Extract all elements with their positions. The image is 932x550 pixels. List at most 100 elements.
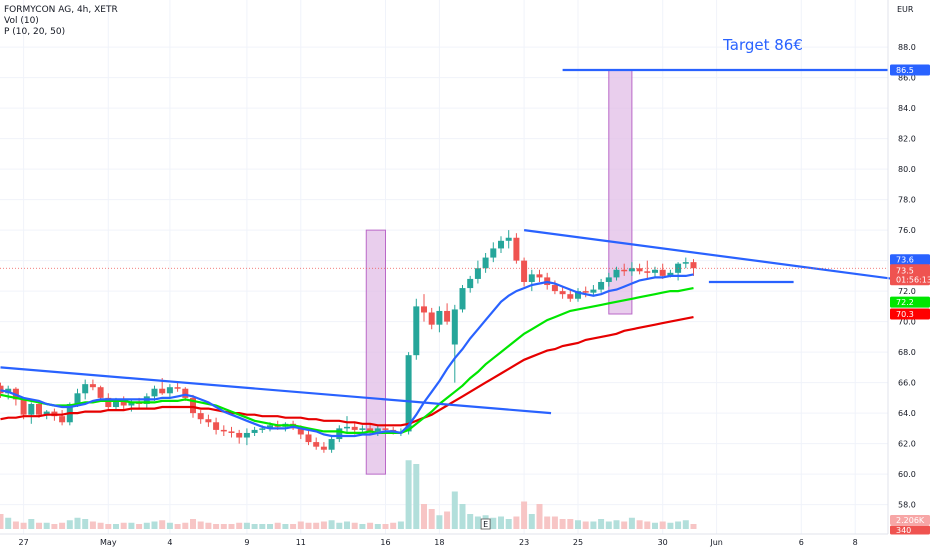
ma50-price-tag-bg [890, 308, 930, 320]
volume-bar [590, 521, 597, 529]
trendline [0, 366, 552, 415]
candle-body [359, 428, 366, 430]
volume-bar [582, 521, 589, 529]
price-tick-label: 80.0 [898, 165, 916, 174]
ma20-price-tag-bg [890, 296, 930, 308]
candle-body [490, 248, 497, 258]
volume-bar [513, 516, 520, 529]
volume-bar [251, 524, 258, 529]
volume-bar [675, 521, 682, 529]
ma20-line [0, 287, 694, 434]
volume-bar [259, 524, 266, 529]
volume-bar [28, 519, 35, 529]
candle-body [336, 428, 343, 440]
candle-body [197, 413, 204, 420]
candle-body [513, 237, 520, 261]
volume-bar [359, 524, 366, 529]
volume-bar [159, 520, 166, 529]
volume-bar [436, 515, 443, 529]
volume-bar [20, 522, 27, 529]
grid [0, 0, 888, 534]
volume-bar [5, 517, 12, 529]
symbol-header[interactable]: FORMYCON AG, 4h, XETR [4, 5, 118, 15]
volume-bar [405, 460, 412, 529]
ma50-line [0, 316, 694, 427]
volume-bar [297, 521, 304, 529]
candle-body [313, 442, 320, 447]
candle-body [166, 387, 173, 394]
candle-body [59, 416, 66, 423]
price-tick-label: 76.0 [898, 226, 916, 235]
candle-body [159, 388, 166, 394]
volume-bar [474, 516, 481, 529]
volume-bar [74, 517, 81, 529]
candle-body [690, 262, 697, 269]
trendline-price-tag: 73.6 [896, 256, 914, 265]
volume-bar [628, 517, 635, 529]
price-tick-label: 60.0 [898, 470, 916, 479]
candle-body [667, 272, 674, 276]
candle-body [682, 262, 689, 264]
candle-body [559, 291, 566, 295]
time-tick-label: 9 [244, 538, 249, 547]
price-tick-label: 72.0 [898, 287, 916, 296]
target-price-tag-bg [890, 64, 930, 76]
candle-body [413, 306, 420, 356]
volume-bar [190, 519, 196, 529]
candle-body [382, 428, 389, 430]
volume-bar [382, 524, 389, 529]
volume-bar [390, 522, 397, 529]
volume-value-tag: 2.206K [896, 516, 925, 525]
volume-bar [182, 522, 189, 529]
candle-body [243, 432, 250, 438]
candle-body [528, 274, 535, 282]
candle-body [43, 411, 50, 415]
volume-bar [220, 524, 227, 529]
ma-indicator-label[interactable]: P (10, 20, 50) [4, 27, 66, 37]
earnings-marker-label: E [483, 520, 488, 529]
volume-indicator-label[interactable]: Vol (10) [4, 16, 39, 26]
volume-bar [243, 522, 250, 529]
volume-bar [621, 521, 628, 529]
price-tick-label: 68.0 [898, 348, 916, 357]
moving-averages [0, 273, 694, 438]
price-tick-label: 66.0 [898, 379, 916, 388]
volume-bar [97, 522, 104, 529]
earnings-marker [480, 518, 491, 530]
candle-body [151, 388, 158, 397]
candle-body [82, 384, 89, 394]
volume-bar [374, 524, 381, 529]
candle-body [228, 431, 235, 433]
volume-bar [521, 501, 528, 529]
volume-bar [313, 522, 320, 529]
volume-bar [351, 522, 358, 529]
volume-bar [305, 522, 312, 529]
candle-body [105, 397, 112, 408]
volume-bar [598, 519, 605, 529]
candle-body [451, 309, 458, 345]
candle-body [467, 278, 474, 289]
price-tick-label: 86.0 [898, 74, 916, 83]
volume-bar [667, 522, 674, 529]
candle-body [213, 422, 220, 430]
volume-bar [451, 491, 458, 529]
volume-bar [421, 504, 427, 529]
candle-body [590, 289, 597, 293]
volume-bar [613, 520, 620, 529]
candle-body [74, 393, 81, 404]
volume-bar [136, 524, 143, 529]
candle-body [182, 388, 189, 398]
volume-bars: E [0, 460, 697, 530]
candle-body [128, 402, 135, 406]
candle-body [636, 268, 643, 272]
currency-label: EUR [897, 5, 914, 14]
candle-body [498, 240, 504, 249]
candle-body [551, 285, 558, 292]
candle-body [36, 403, 42, 415]
price-tick-label: 78.0 [898, 196, 916, 205]
time-tick-label: 25 [573, 538, 583, 547]
volume-bar [644, 521, 651, 529]
candle-body [621, 269, 628, 272]
